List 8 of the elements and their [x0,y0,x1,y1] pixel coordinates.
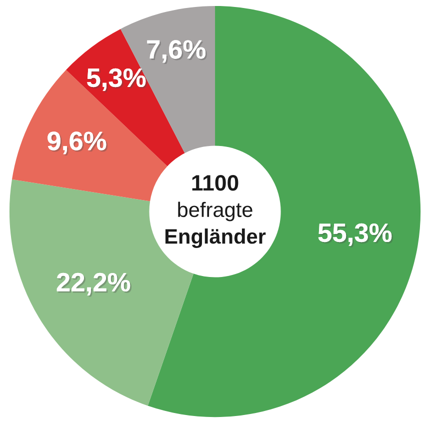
data-label: 55,3% [318,223,393,248]
data-label: 7,6% [147,40,207,64]
data-label: 22,2% [56,272,132,297]
text: Engländer [165,228,266,248]
text: befragte [178,202,252,222]
data-label: 5,3% [87,68,148,92]
data-label: 9,6% [48,132,108,156]
text: 1100 [192,175,238,191]
